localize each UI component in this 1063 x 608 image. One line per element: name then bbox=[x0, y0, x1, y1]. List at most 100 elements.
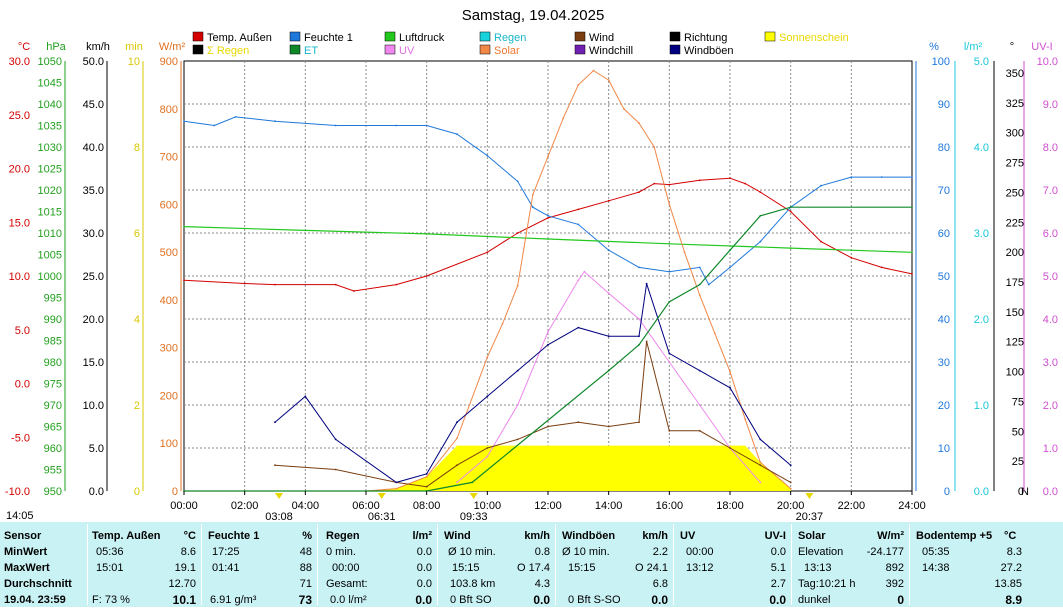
data-point bbox=[668, 203, 671, 206]
axis-tick-label: 0.0 bbox=[89, 486, 104, 498]
data-point bbox=[577, 421, 580, 424]
axis-tick-label: 3.0 bbox=[1043, 357, 1058, 369]
axis-unit: W/m² bbox=[159, 41, 186, 53]
x-tick-label: 18:00 bbox=[716, 500, 744, 512]
axis-unit: ° bbox=[1010, 41, 1014, 53]
legend-swatch bbox=[192, 31, 204, 42]
axis-tick-label: 5.0 bbox=[974, 56, 989, 68]
gust-row1-label: Ø 10 min. bbox=[562, 546, 610, 558]
data-point bbox=[425, 233, 428, 235]
wind-row1: 0.8 bbox=[534, 546, 550, 558]
data-point bbox=[729, 266, 731, 269]
data-point bbox=[729, 177, 731, 180]
data-point bbox=[653, 182, 656, 185]
series-solar bbox=[365, 69, 792, 492]
axis-tick-label: 5.0 bbox=[89, 443, 104, 455]
data-point bbox=[607, 79, 610, 81]
axis-tick-label: 1030 bbox=[38, 142, 62, 154]
axis-unit: l/m² bbox=[964, 41, 983, 53]
humidity-max: 88 bbox=[299, 562, 312, 574]
legend-swatch bbox=[384, 31, 396, 42]
axis-tick-label: 175 bbox=[1006, 277, 1024, 289]
rain-row3: 0.0 bbox=[416, 578, 432, 590]
left-axes: °C30.025.020.015.010.05.00.0-5.0-10.0hPa… bbox=[5, 41, 186, 498]
data-point bbox=[911, 273, 913, 275]
legend-label: Windböen bbox=[684, 45, 734, 57]
uv-row2: 5.1 bbox=[770, 562, 786, 574]
axis-tick-label: -5.0 bbox=[11, 432, 30, 444]
wind-row3-label: 103.8 km bbox=[450, 578, 496, 590]
solar-row2: 892 bbox=[885, 562, 904, 574]
rain-title: Regen bbox=[326, 530, 360, 542]
humidity-title: Feuchte 1 bbox=[208, 530, 260, 542]
rain-row3-label: Gesamt: bbox=[326, 578, 368, 590]
grid bbox=[184, 61, 912, 491]
gust-row2-label: 15:15 bbox=[568, 562, 596, 574]
data-point bbox=[729, 447, 731, 449]
series-temp-au-en bbox=[183, 177, 913, 292]
x-tick-label: 04:00 bbox=[292, 500, 320, 512]
time-top: 14:05 bbox=[6, 510, 34, 522]
data-point bbox=[789, 247, 792, 250]
data-point bbox=[456, 481, 458, 484]
row-label-avg: Durchschnitt bbox=[4, 578, 72, 590]
data-point bbox=[759, 240, 762, 243]
legend-swatch bbox=[384, 44, 396, 55]
wind-row2-dir: O 17.4 bbox=[516, 562, 550, 574]
gust-title: Windböen bbox=[562, 530, 616, 542]
x-tick-label: 06:00 bbox=[352, 500, 380, 512]
series-windb-en bbox=[274, 283, 792, 483]
axis-tick-label: 8 bbox=[134, 142, 140, 154]
temp-max: 19.1 bbox=[174, 562, 196, 574]
soil-row3: 13.85 bbox=[994, 578, 1022, 590]
axis-tick-label: 200 bbox=[160, 390, 178, 402]
humidity-max-time: 01:41 bbox=[212, 562, 240, 574]
legend-label: Richtung bbox=[684, 32, 727, 44]
data-point bbox=[243, 282, 246, 285]
rain-row1-label: 0 min. bbox=[326, 546, 356, 558]
data-point bbox=[395, 283, 398, 286]
x-axis: 00:00 02:00 04:00 06:00 08:00 10:00 12:00 14:00… bbox=[170, 491, 926, 522]
data-point bbox=[274, 120, 276, 123]
data-point bbox=[607, 369, 610, 372]
data-point bbox=[583, 270, 586, 273]
data-point bbox=[425, 475, 428, 478]
data-point bbox=[516, 180, 519, 183]
soil-row2: 27.2 bbox=[1000, 562, 1022, 574]
data-point bbox=[516, 284, 519, 287]
data-point bbox=[607, 425, 610, 428]
data-point bbox=[789, 481, 792, 484]
axis-tick-label: 965 bbox=[44, 422, 62, 434]
uv-row1-label: 00:00 bbox=[686, 546, 714, 558]
x-tick-label: 00:00 bbox=[170, 500, 198, 512]
data-point bbox=[547, 155, 549, 158]
data-point bbox=[668, 429, 671, 432]
solar-unit: W/m² bbox=[877, 530, 904, 542]
soil-row1-label: 05:35 bbox=[922, 546, 950, 558]
axis-tick-label: 125 bbox=[1006, 337, 1024, 349]
axis-tick-label: 960 bbox=[44, 443, 62, 455]
axis-tick-label: 225 bbox=[1006, 217, 1024, 229]
gust-unit: km/h bbox=[642, 530, 668, 542]
data-point bbox=[820, 240, 822, 243]
axis-tick-label: 50 bbox=[938, 271, 950, 283]
axis-unit: hPa bbox=[46, 41, 66, 53]
axis-tick-label: 990 bbox=[44, 314, 62, 326]
data-point bbox=[486, 356, 489, 359]
axis-tick-label: 275 bbox=[1006, 158, 1024, 170]
data-point bbox=[425, 275, 428, 277]
data-point bbox=[698, 179, 701, 182]
data-point bbox=[425, 472, 428, 475]
axis-tick-label: 1020 bbox=[38, 185, 62, 197]
right-axes: %1009080706050403020100l/m²5.04.03.02.01… bbox=[915, 41, 1058, 498]
series-layer bbox=[183, 69, 913, 492]
data-point bbox=[645, 340, 648, 343]
rain-row2: 0.0 bbox=[416, 562, 432, 574]
data-point bbox=[638, 191, 640, 194]
solar-row3-label: Tag:10:21 h bbox=[798, 578, 856, 590]
axis-tick-label: 5.0 bbox=[15, 325, 30, 337]
axis-tick-label: 1035 bbox=[38, 121, 62, 133]
axis-tick-label: 975 bbox=[44, 379, 62, 391]
axis-tick-label: 1.0 bbox=[974, 400, 989, 412]
axis-tick-label: 2.0 bbox=[1043, 400, 1058, 412]
